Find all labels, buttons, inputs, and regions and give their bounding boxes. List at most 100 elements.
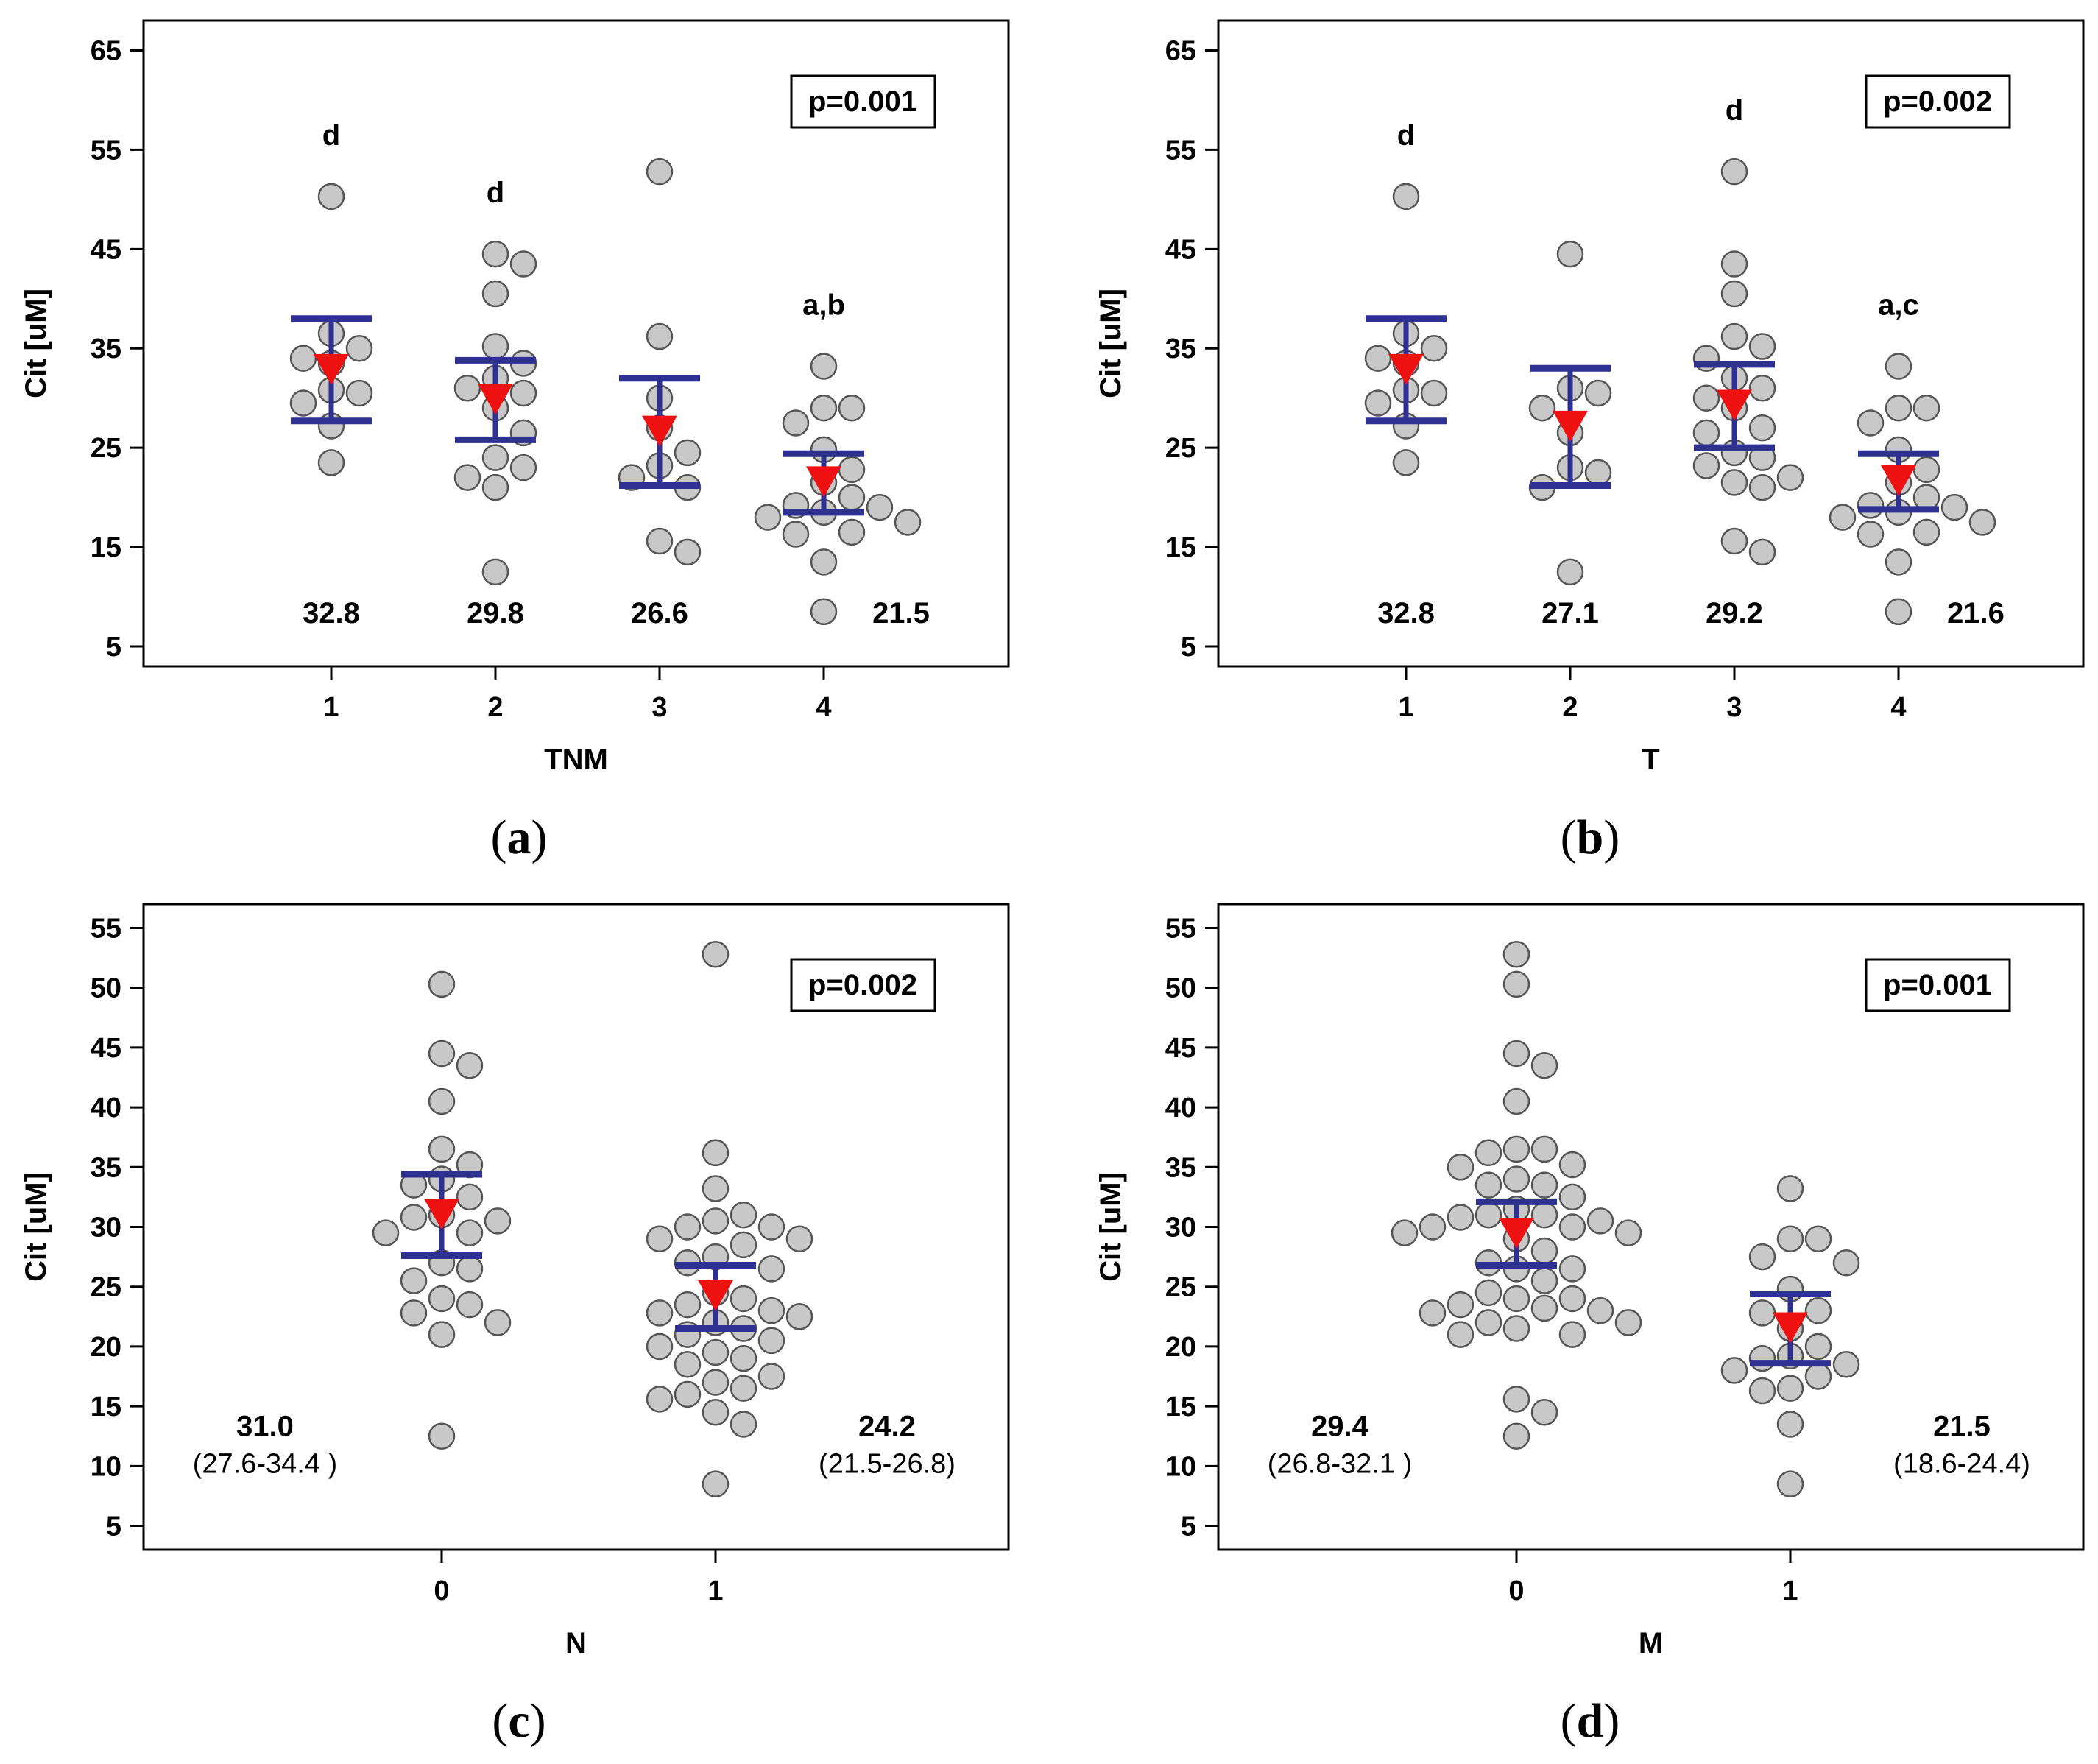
x-axis-label: N [565,1627,587,1659]
data-point [1720,250,1748,278]
data-point [1885,353,1912,380]
caption-b: (b) [1560,811,1620,864]
data-point [456,1291,484,1319]
y-tick-label: 45 [1165,234,1196,265]
mean-value-label: 29.8 [467,597,524,629]
chart-svg: 5 10 15 20 25 30 35 40 45 50 55 0 1 N Cit [uM] p=0.002 3… [20,903,1010,1659]
data-point [1502,1135,1530,1163]
x-axis-label: TNM [544,744,608,776]
data-point [1720,322,1748,350]
data-point [702,1369,730,1396]
data-point [1419,1213,1447,1241]
y-tick-label: 35 [91,334,121,364]
y-tick-label: 55 [1165,135,1196,166]
data-point [730,1375,757,1402]
data-point [1502,1165,1530,1193]
significance-letters: d [322,119,340,152]
data-point [1474,1309,1502,1336]
y-tick-label: 15 [1165,532,1196,563]
data-point [1720,527,1748,555]
data-point [428,1321,456,1348]
data-point [484,1207,512,1235]
y-tick-label: 35 [1165,1152,1196,1183]
data-point [481,240,509,268]
data-point [1392,449,1420,476]
x-tick-label: 1 [1398,692,1413,723]
pvalue-box [790,74,936,129]
data-point [757,1327,785,1355]
data-point [317,183,345,211]
data-point [456,1183,484,1211]
data-point [1885,548,1912,576]
data-point [428,1285,456,1313]
x-tick-label: 0 [1508,1576,1524,1606]
data-point [838,484,866,511]
y-tick-label: 35 [91,1152,121,1183]
data-point [484,1309,512,1336]
mean-value-label: 29.2 [1706,597,1763,629]
mean-marker [642,415,677,447]
mean-value-label: 27.1 [1541,597,1599,629]
y-tick-label: 10 [1165,1451,1196,1482]
data-point [1447,1154,1474,1181]
data-point [1502,1422,1530,1450]
data-point [1804,1363,1832,1390]
y-tick-label: 5 [106,1511,121,1542]
data-point [1692,384,1720,412]
caption-a: (a) [490,811,548,864]
data-point [509,250,537,278]
y-tick-label: 25 [1165,433,1196,464]
data-point [674,1380,702,1408]
y-axis-label: Cit [uM] [1095,289,1127,398]
data-point [345,379,373,407]
data-point [1776,1375,1804,1402]
chart-svg: 5 15 25 35 45 55 65 1 2 3 4 TNM Cit [uM] p=0.001 d 32.8… [20,19,1010,776]
significance-letters: d [487,177,504,209]
mean-marker [1388,353,1424,385]
data-point [1502,1040,1530,1068]
data-point [1720,1357,1748,1384]
data-point [428,970,456,998]
data-point [730,1411,757,1438]
data-point [1584,379,1612,407]
data-point [1502,1386,1530,1413]
mean-value-label: 26.6 [631,597,688,629]
data-point [702,1139,730,1167]
data-point [1857,492,1885,519]
data-point [1692,419,1720,447]
data-point [1391,1219,1419,1246]
y-tick-label: 50 [1165,973,1196,1004]
y-tick-label: 55 [91,913,121,944]
x-axis-label: T [1642,744,1659,776]
data-point [456,1255,484,1283]
mean-marker [424,1199,459,1230]
mean-marker [314,353,349,385]
significance-letters: d [1726,94,1743,127]
mean-value-label: 21.6 [1947,597,2005,629]
data-point [810,394,838,422]
panel-b: 5 15 25 35 45 55 65 1 2 3 4 T Cit [uM] p=0.002 d 32.8 27… [1075,0,2098,795]
y-axis-label: Cit [uM] [20,1172,52,1282]
data-point [1940,493,1968,521]
data-point [702,1470,730,1497]
data-point [1392,183,1420,211]
data-point [1502,1087,1530,1115]
y-tick-label: 45 [91,234,121,265]
data-point [1364,345,1392,372]
data-point [1586,1296,1614,1324]
data-point [757,1213,785,1241]
data-point [1447,1204,1474,1231]
data-point [646,158,674,186]
data-point [400,1204,428,1231]
y-tick-label: 30 [91,1213,121,1243]
data-point [730,1231,757,1259]
data-point [481,444,509,471]
data-point [754,504,782,531]
data-point [757,1363,785,1390]
mean-value-label: 21.5 [1933,1411,1991,1443]
data-point [1912,394,1940,422]
data-point [481,558,509,586]
data-point [785,1225,813,1252]
data-point [1558,1213,1586,1241]
